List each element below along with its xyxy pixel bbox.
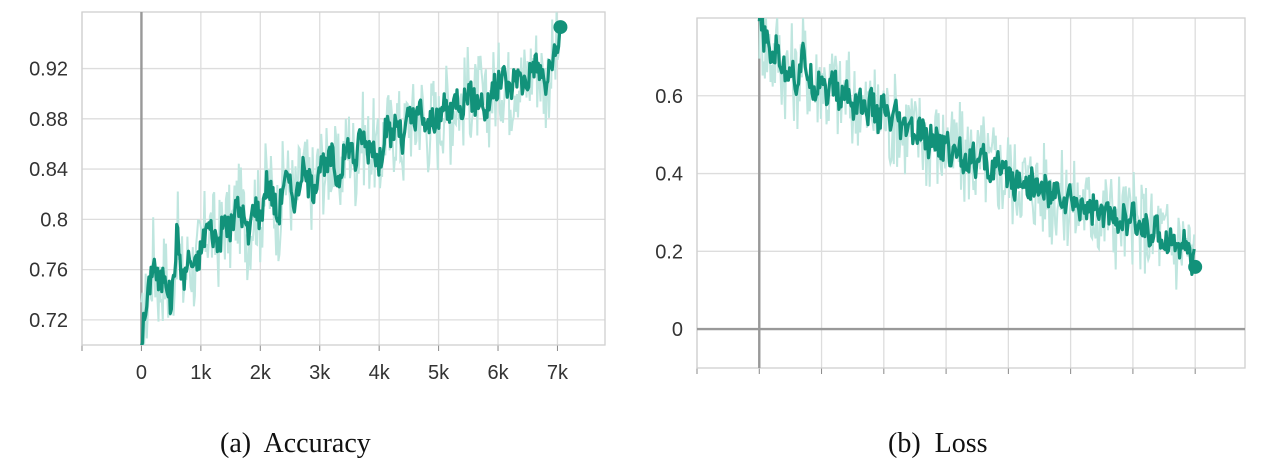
- plot-area: [140, 12, 562, 345]
- y-tick-label: 0.8: [40, 209, 68, 231]
- x-tick-label: 2k: [250, 362, 272, 384]
- x-tick-label: 5k: [428, 362, 450, 384]
- x-tick-label: 4k: [369, 362, 391, 384]
- end-point-marker: [1188, 259, 1203, 274]
- x-tick-label: 1k: [190, 362, 212, 384]
- y-tick-label: 0.76: [29, 260, 68, 282]
- y-tick-label: 0.84: [29, 159, 68, 181]
- y-tick-label: 0.72: [29, 310, 68, 332]
- x-tick-label: 3k: [309, 362, 331, 384]
- y-tick-label: 0.92: [29, 59, 68, 81]
- smoothed-series-line: [140, 30, 562, 345]
- plot-frame: [81, 11, 606, 346]
- y-tick-label: 0: [672, 319, 683, 341]
- raw-series-line: [140, 12, 561, 345]
- y-tick-label: 0.6: [655, 86, 683, 108]
- caption-loss: (b) Loss: [888, 428, 988, 459]
- plot-frame: [696, 17, 1246, 369]
- x-tick-label: 0: [136, 362, 147, 384]
- end-point-marker: [553, 20, 568, 35]
- x-tick-label: 7k: [547, 362, 569, 384]
- y-tick-label: 0.2: [655, 241, 683, 263]
- smoothed-series-line: [757, 18, 1196, 276]
- y-tick-label: 0.4: [655, 164, 683, 186]
- caption-accuracy: (a) Accuracy: [220, 428, 371, 459]
- loss-chart: 0 0.2 0.4 0.6: [655, 17, 1246, 374]
- raw-series-line: [758, 18, 1196, 290]
- x-tick-label: 6k: [487, 362, 509, 384]
- accuracy-chart: 0.72 0.76 0.8 0.84 0.88 0.92 0 1k 2k 3k 4k 5k 6k 7k: [29, 11, 606, 384]
- plot-area: [757, 18, 1196, 290]
- y-tick-label: 0.88: [29, 109, 68, 131]
